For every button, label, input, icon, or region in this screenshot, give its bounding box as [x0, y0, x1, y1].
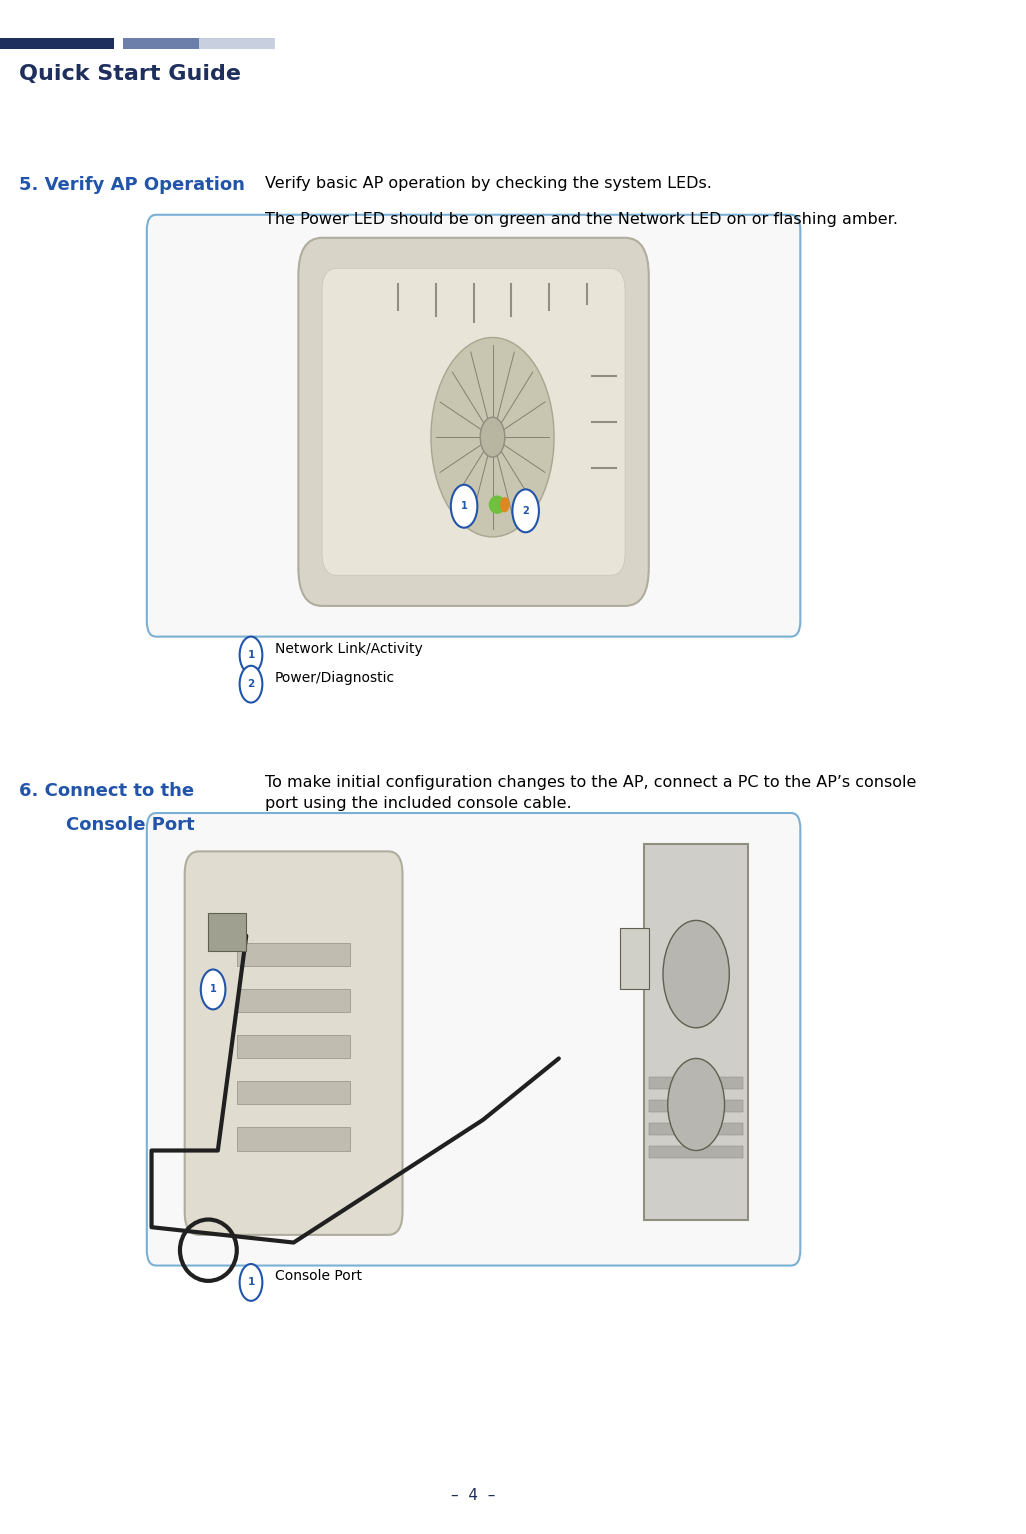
- Bar: [648, 1123, 744, 1135]
- Bar: [648, 1100, 744, 1112]
- FancyBboxPatch shape: [322, 268, 625, 575]
- FancyBboxPatch shape: [147, 215, 800, 637]
- FancyBboxPatch shape: [0, 38, 114, 49]
- FancyBboxPatch shape: [147, 813, 800, 1266]
- Bar: [644, 844, 748, 1220]
- Bar: [237, 1127, 351, 1150]
- Circle shape: [668, 1058, 724, 1150]
- Text: Console Port: Console Port: [67, 816, 195, 834]
- Circle shape: [240, 637, 263, 673]
- Bar: [237, 1035, 351, 1058]
- Text: 1: 1: [247, 650, 254, 660]
- Bar: [648, 1146, 744, 1158]
- Circle shape: [450, 485, 477, 528]
- Bar: [237, 943, 351, 966]
- FancyBboxPatch shape: [199, 38, 275, 49]
- Text: –  4  –: – 4 –: [451, 1488, 496, 1503]
- Text: Console Port: Console Port: [275, 1269, 362, 1284]
- Text: To make initial configuration changes to the AP, connect a PC to the AP’s consol: To make initial configuration changes to…: [265, 775, 916, 810]
- Bar: [237, 1081, 351, 1104]
- FancyBboxPatch shape: [185, 851, 402, 1235]
- Text: 2: 2: [247, 680, 254, 689]
- Text: 1: 1: [247, 1278, 254, 1287]
- Text: 2: 2: [522, 506, 529, 515]
- Circle shape: [201, 969, 226, 1009]
- Text: 6. Connect to the: 6. Connect to the: [18, 782, 194, 801]
- Text: The Power LED should be on green and the Network LED on or flashing amber.: The Power LED should be on green and the…: [265, 212, 898, 227]
- Bar: [237, 989, 351, 1012]
- Circle shape: [431, 337, 554, 537]
- Ellipse shape: [488, 495, 506, 514]
- FancyBboxPatch shape: [123, 38, 199, 49]
- Text: Power/Diagnostic: Power/Diagnostic: [275, 670, 395, 686]
- Text: Verify basic AP operation by checking the system LEDs.: Verify basic AP operation by checking th…: [265, 176, 712, 192]
- Circle shape: [240, 1264, 263, 1301]
- Circle shape: [240, 666, 263, 703]
- Bar: [621, 928, 648, 989]
- Text: 1: 1: [209, 985, 216, 994]
- Ellipse shape: [500, 497, 510, 512]
- Text: 1: 1: [461, 502, 468, 511]
- FancyBboxPatch shape: [299, 238, 648, 606]
- Bar: [648, 1077, 744, 1089]
- Circle shape: [663, 920, 729, 1028]
- Circle shape: [512, 489, 539, 532]
- Circle shape: [480, 417, 505, 457]
- Bar: [208, 913, 246, 951]
- Text: Quick Start Guide: Quick Start Guide: [18, 64, 241, 84]
- Text: 5. Verify AP Operation: 5. Verify AP Operation: [18, 176, 245, 195]
- Text: Network Link/Activity: Network Link/Activity: [275, 641, 423, 657]
